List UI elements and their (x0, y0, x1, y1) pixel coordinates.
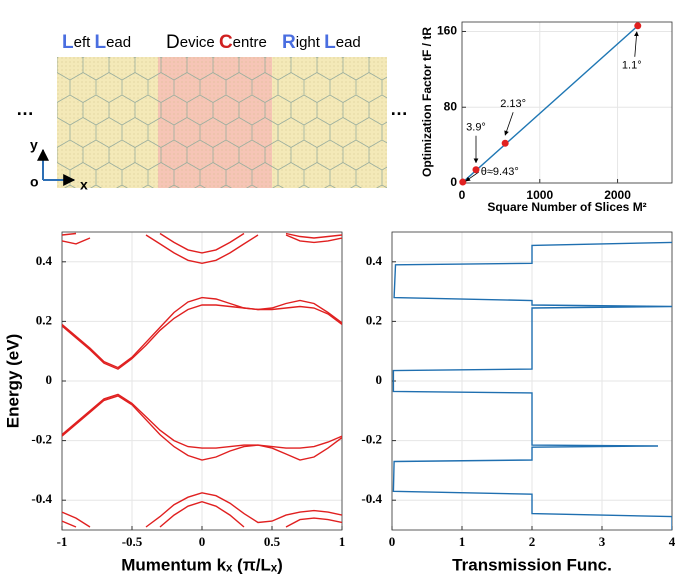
x-tick-label: 3 (599, 534, 606, 549)
band-line (145, 234, 259, 265)
x-tick-label: 2000 (604, 188, 631, 202)
x-tick-label: 4 (669, 534, 676, 549)
left-lead-label: Left Lead (62, 32, 131, 53)
y-tick-label: 0.2 (366, 312, 382, 327)
x-tick-label: -0.5 (122, 534, 143, 549)
band-line (62, 232, 77, 236)
point-label: 2.13° (500, 98, 526, 110)
plot-frame (61, 231, 343, 531)
axis-y-label: y (30, 137, 38, 153)
band-line (159, 500, 245, 528)
y-tick-label: -0.4 (31, 491, 52, 506)
x-tick-label: 2 (529, 534, 536, 549)
hexagons (57, 57, 387, 188)
x-tick-label: -1 (57, 534, 68, 549)
y-tick-label: 160 (437, 24, 457, 38)
y-tick-label: 0.4 (366, 253, 383, 268)
band-line (62, 395, 342, 461)
axis-x-label: x (80, 177, 88, 193)
x-axis-label: Square Number of Slices M² (487, 200, 646, 214)
band-line (285, 517, 342, 528)
point (634, 22, 642, 30)
y-axis-label: Energy (eV) (3, 334, 22, 428)
ellipsis: … (16, 99, 34, 119)
fit-line (462, 25, 639, 183)
y-tick-label: -0.4 (361, 491, 382, 506)
right-lead-label: Right Lead (282, 32, 361, 53)
band-line (159, 232, 245, 254)
y-tick-label: -0.2 (361, 432, 382, 447)
y-tick-label: 0.2 (36, 312, 52, 327)
annotation-arrow (634, 31, 639, 57)
ellipsis: … (390, 99, 408, 119)
x-tick-label: 0 (199, 534, 206, 549)
point (459, 178, 467, 186)
y-tick-label: 0 (46, 372, 53, 387)
x-tick-label: 1 (459, 534, 466, 549)
annotation-arrow (465, 171, 480, 182)
annotation-arrow (504, 112, 514, 136)
band-line (285, 234, 342, 244)
band-line (62, 237, 91, 245)
point-label: 1.1° (622, 60, 642, 72)
y-tick-label: -0.2 (31, 432, 52, 447)
band-line (145, 492, 342, 528)
chart: 0 1 2 3 4 -0.4 -0.2 0 0.2 0.4 Transmission Func. (361, 231, 676, 574)
y-axis-label: Optimization Factor tF / tR (420, 27, 434, 177)
plot-frame (391, 231, 673, 531)
chart: -1 -0.5 0 0.5 1 -0.4 -0.2 0 0.2 0.4 Mumentum kₓ (π… (3, 231, 346, 574)
axis-origin-label: o (30, 174, 39, 190)
x-tick-label: 1000 (526, 188, 553, 202)
y-tick-label: 0.4 (36, 253, 53, 268)
x-tick-label: 0 (459, 188, 466, 202)
band-line (62, 393, 342, 449)
x-axis-label: Mumentum kₓ (π/Lₓ) (121, 555, 282, 574)
device-label: Device Centre (166, 32, 267, 53)
point (501, 139, 509, 147)
x-axis-label: Transmission Func. (452, 555, 612, 574)
x-tick-label: 0.5 (264, 534, 281, 549)
plot-frame (461, 21, 673, 184)
band-line (285, 232, 342, 239)
point-label: 3.9° (466, 122, 486, 134)
point (472, 166, 480, 174)
band-line (62, 296, 342, 369)
lattice-diagram: Left Lead Device Centre Right Lead … … y… (16, 32, 408, 193)
chart: 0 1000 2000 0 80 160 Square Number of Slices M… (420, 21, 673, 214)
y-tick-label: 0 (376, 372, 383, 387)
transmission-line (392, 241, 672, 530)
band-line (62, 511, 91, 528)
x-tick-label: 0 (389, 534, 396, 549)
point-label: θ≈9.43° (481, 166, 519, 178)
band-line (62, 304, 342, 370)
y-tick-label: 80 (444, 99, 458, 113)
y-tick-label: 0 (450, 175, 457, 189)
band-line (62, 520, 77, 528)
x-tick-label: 1 (339, 534, 346, 549)
